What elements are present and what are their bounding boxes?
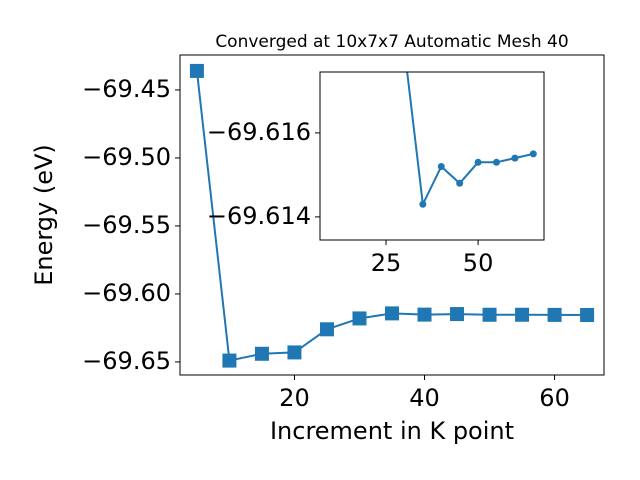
x-axis-label: Increment in K point: [270, 417, 514, 445]
marker: [319, 322, 334, 337]
axes-frame: [319, 71, 545, 241]
x-tick-label: 60: [539, 384, 570, 412]
chart-title: Converged at 10x7x7 Automatic Mesh 40: [215, 32, 568, 52]
marker: [450, 307, 465, 322]
marker: [474, 158, 482, 166]
marker: [254, 346, 269, 361]
y-tick-label: −69.50: [82, 143, 171, 171]
axes-frame: [179, 54, 605, 376]
marker: [492, 158, 500, 166]
y-axis-label: Energy (eV): [30, 144, 58, 286]
marker: [515, 307, 530, 322]
marker: [222, 353, 237, 368]
marker: [287, 345, 302, 360]
x-tick-label: 50: [463, 249, 494, 277]
marker: [580, 308, 595, 323]
marker: [437, 163, 445, 170]
x-tick-label: 25: [371, 249, 402, 277]
x-tick-label: 20: [279, 384, 310, 412]
plot-area: [320, 72, 544, 240]
marker: [456, 179, 464, 187]
marker: [547, 307, 562, 322]
marker: [419, 200, 427, 208]
marker: [352, 311, 367, 326]
marker: [511, 154, 519, 162]
marker: [482, 307, 497, 322]
x-tick-label: 40: [409, 384, 440, 412]
marker: [529, 150, 537, 158]
y-tick-label: −69.616: [207, 118, 311, 146]
marker: [385, 306, 399, 321]
marker: [417, 307, 432, 322]
marker: [189, 63, 204, 78]
series-group: [406, 72, 537, 208]
y-tick-label: −69.55: [82, 211, 171, 239]
series-group: [189, 63, 595, 368]
y-tick-label: −69.65: [82, 347, 171, 375]
y-tick-label: −69.60: [82, 279, 171, 307]
y-tick-label: −69.614: [207, 202, 311, 230]
y-tick-label: −69.45: [82, 75, 171, 103]
